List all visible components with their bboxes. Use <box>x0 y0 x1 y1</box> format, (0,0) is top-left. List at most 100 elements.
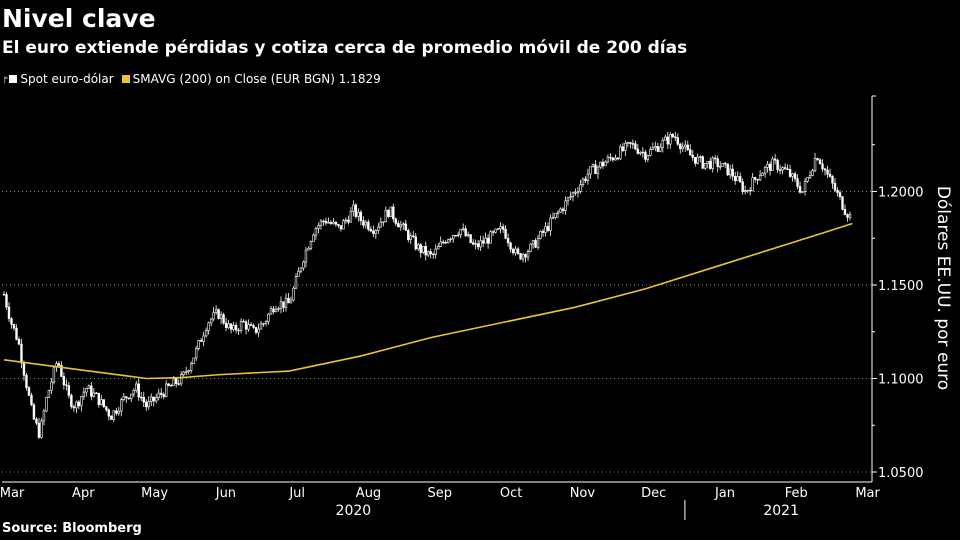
candle-body <box>284 297 288 308</box>
candle-body <box>778 169 782 171</box>
candle-body <box>192 357 195 365</box>
candle-body <box>516 248 520 254</box>
candle-body <box>374 230 378 234</box>
candle-body <box>624 142 627 151</box>
candle-body <box>117 410 120 414</box>
candle-body <box>691 154 694 158</box>
candle-body <box>564 200 567 211</box>
x-tick-label-4: Jul <box>288 486 305 501</box>
candle-body <box>417 244 420 250</box>
candle-body <box>279 301 283 309</box>
candle-body <box>115 410 118 414</box>
candle-body <box>616 157 620 160</box>
candle-body <box>60 365 63 377</box>
candle-body <box>82 391 86 397</box>
candle-body <box>741 181 744 193</box>
candle-body <box>100 399 103 405</box>
candle-body <box>569 196 572 199</box>
candle-body <box>150 396 153 402</box>
candle-body <box>704 163 707 169</box>
candle-body <box>659 146 662 152</box>
candle-body <box>776 159 779 171</box>
candle-body <box>586 173 590 181</box>
x-tick-label-8: Nov <box>570 486 596 501</box>
candle-body <box>626 142 630 144</box>
chart-subtitle: El euro extiende pérdidas y cotiza cerca… <box>2 38 688 58</box>
candle-body <box>259 323 263 330</box>
candle-body <box>629 142 632 144</box>
candle-body <box>174 378 178 385</box>
candle-body <box>758 175 762 181</box>
candle-body <box>145 401 148 408</box>
candle-body <box>519 253 522 260</box>
legend-label-spot: Spot euro-dólar <box>20 72 114 86</box>
candle-body <box>229 323 233 330</box>
candle-body <box>269 308 273 315</box>
candle-body <box>70 395 73 408</box>
legend-label-sma: SMAVG (200) on Close (EUR BGN) 1.1829 <box>132 72 381 86</box>
candle-body <box>838 192 842 198</box>
candle-body <box>666 136 670 145</box>
candle-body <box>706 160 709 164</box>
candle-body <box>701 156 704 169</box>
candle-body <box>262 323 265 325</box>
candle-body <box>105 406 108 411</box>
candle-body <box>444 242 447 244</box>
candle-body <box>738 176 742 183</box>
candle-body <box>2 294 6 296</box>
candle-body <box>843 209 847 215</box>
candle-body <box>329 222 333 224</box>
candle-body <box>746 189 749 192</box>
x-tick-label-7: Oct <box>500 486 522 501</box>
candle-body <box>62 376 66 386</box>
candle-body <box>576 191 580 193</box>
candle-body <box>157 392 160 398</box>
candle-body <box>763 166 767 174</box>
candle-body <box>848 214 852 218</box>
sma-line <box>3 222 853 380</box>
candle-body <box>841 196 844 210</box>
candle-body <box>47 389 51 398</box>
candle-body <box>35 418 38 424</box>
candle-body <box>137 383 140 398</box>
candle-body <box>130 393 133 400</box>
candle-body <box>446 239 450 243</box>
candle-body <box>387 209 390 217</box>
candle-body <box>751 177 754 192</box>
candle-body <box>459 228 462 236</box>
candle-body <box>529 243 532 252</box>
candle-body <box>40 420 43 438</box>
candle-body <box>561 208 565 211</box>
candle-body <box>491 231 495 233</box>
candle-body <box>689 149 692 156</box>
candle-body <box>122 396 125 400</box>
candle-body <box>337 223 340 226</box>
candle-body <box>50 381 53 391</box>
candle-body <box>611 157 615 161</box>
candle-body <box>389 206 393 217</box>
candle-body <box>319 220 323 226</box>
candle-body <box>140 396 143 399</box>
candle-body <box>509 242 512 250</box>
candle-body <box>631 143 635 145</box>
candle-body <box>679 143 682 150</box>
candle-body <box>621 146 625 151</box>
candle-body <box>75 401 78 409</box>
candle-body <box>664 136 667 141</box>
candle-body <box>429 251 432 255</box>
candle-body <box>646 155 650 160</box>
year-label-2021: 2021 <box>763 503 799 519</box>
candle-body <box>726 163 729 176</box>
candle-body <box>282 301 285 308</box>
candle-body <box>32 404 36 420</box>
candle-body <box>481 240 485 244</box>
x-tick-label-5: Aug <box>356 486 381 501</box>
candle-body <box>37 422 41 438</box>
candle-body <box>831 176 834 184</box>
candle-body <box>97 392 101 405</box>
candle-body <box>52 366 56 383</box>
candle-body <box>404 223 407 231</box>
candle-body <box>544 226 547 233</box>
candle-body <box>342 220 345 230</box>
legend-swatch-sma <box>121 75 130 83</box>
